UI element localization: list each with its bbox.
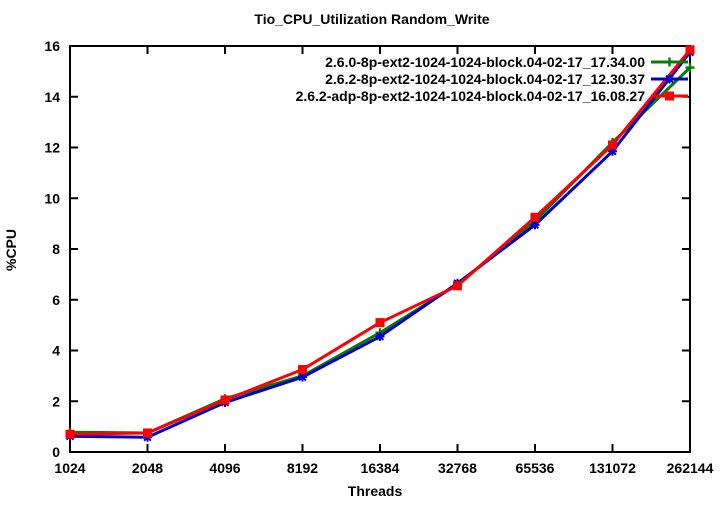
square-marker (298, 365, 307, 375)
y-tick-label: 8 (52, 241, 60, 257)
series-3 (65, 45, 695, 439)
x-tick-label: 2048 (132, 460, 163, 476)
legend: 2.6.0-8p-ext2-1024-1024-block.04-02-17_1… (296, 54, 646, 104)
square-marker (530, 212, 540, 222)
square-marker (220, 395, 230, 405)
x-tick-label: 131072 (589, 460, 636, 476)
legend-label-series-2: 2.6.2-8p-ext2-1024-1024-block.04-02-17_1… (325, 71, 645, 87)
y-tick-label: 10 (44, 190, 60, 206)
x-axis-label: Threads (348, 483, 403, 499)
series-line (69, 66, 692, 435)
square-marker (453, 281, 462, 291)
plus-marker (685, 63, 695, 73)
square-marker (665, 91, 674, 101)
legend-samples-group (651, 57, 688, 101)
asterisk-marker (375, 332, 385, 342)
asterisk-marker (298, 372, 307, 382)
x-tick-label: 1024 (54, 460, 85, 476)
y-tick-label: 14 (44, 89, 60, 105)
y-axis-label: %CPU (3, 229, 19, 271)
x-tick-label: 8192 (287, 460, 318, 476)
x-tick-label: 4096 (209, 460, 240, 476)
square-marker (685, 45, 695, 55)
square-marker (608, 140, 617, 150)
y-tick-label: 16 (44, 38, 60, 54)
y-tick-label: 12 (44, 140, 60, 156)
series-line (69, 48, 692, 436)
plus-marker (665, 57, 674, 67)
legend-label-series-3: 2.6.2-adp-8p-ext2-1024-1024-block.04-02-… (296, 88, 646, 104)
x-tick-label: 32768 (438, 460, 477, 476)
series-line (69, 51, 692, 439)
square-marker (375, 318, 385, 328)
series-group (65, 45, 695, 442)
plot-border (69, 45, 691, 453)
square-marker (143, 428, 152, 438)
asterisk-marker (608, 146, 617, 156)
series-1 (65, 63, 695, 438)
legend-label-series-1: 2.6.0-8p-ext2-1024-1024-block.04-02-17_1… (325, 54, 645, 70)
y-tick-label: 6 (52, 292, 60, 308)
asterisk-marker (665, 74, 674, 84)
x-tick-label: 16384 (361, 460, 400, 476)
x-tick-label: 65536 (516, 460, 555, 476)
chart-title: Tio_CPU_Utilization Random_Write (254, 11, 489, 27)
x-tick-label: 262144 (667, 460, 714, 476)
square-marker (65, 429, 75, 439)
asterisk-marker (530, 220, 540, 230)
series-2 (65, 47, 695, 442)
y-tick-label: 2 (52, 393, 60, 409)
axes-group: 1024 2048 4096 8192 16384 32768 65536 131072 262… (44, 38, 713, 476)
y-tick-label: 0 (52, 444, 60, 460)
y-tick-label: 4 (52, 343, 60, 359)
